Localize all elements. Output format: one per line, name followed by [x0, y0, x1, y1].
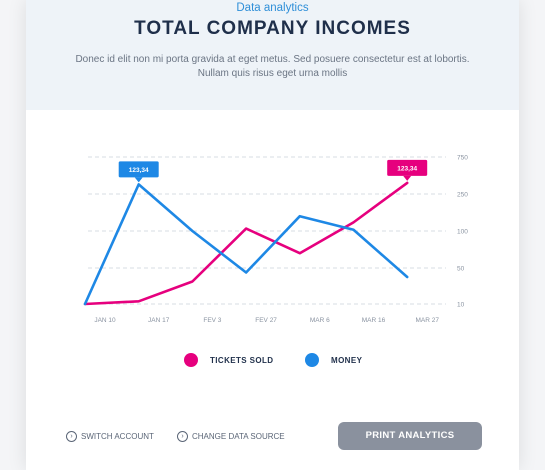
x-tick-label: FEV 27: [255, 317, 277, 324]
page-description: Donec id elit non mi porta gravida at eg…: [66, 53, 479, 80]
change-data-source-label: CHANGE DATA SOURCE: [192, 431, 285, 441]
print-analytics-button[interactable]: PRINT ANALYTICS: [338, 422, 482, 450]
money-callout-label: 123,34: [129, 167, 149, 174]
legend-money-dot: [305, 353, 319, 367]
tickets-callout-pointer: [403, 175, 412, 181]
y-tick-label: 250: [457, 192, 468, 199]
switch-account-label: SWITCH ACCOUNT: [81, 431, 154, 441]
description-line-2: Nullam quis risus eget urna mollis: [197, 67, 348, 79]
description-line-1: Donec id elit non mi porta gravida at eg…: [75, 54, 470, 65]
money-callout: 123,34: [118, 161, 159, 183]
x-tick-label: MAR 16: [362, 317, 386, 324]
legend-item-money: MONEY: [305, 352, 362, 368]
legend-money-label: MONEY: [331, 355, 363, 365]
chevron-circle-icon: ›: [66, 430, 77, 442]
legend-item-tickets: TICKETS SOLD: [184, 352, 273, 368]
legend-tickets-dot: [184, 353, 198, 367]
money-callout-box: [118, 161, 159, 178]
x-tick-label: FEV 3: [203, 317, 221, 324]
analytics-card: Data analytics TOTAL COMPANY INCOMES Don…: [26, 0, 519, 470]
series-line-tickets-sold: [83, 181, 409, 306]
page-title: TOTAL COMPANY INCOMES: [134, 18, 411, 39]
y-tick-label: 10: [457, 302, 465, 309]
switch-account-link[interactable]: › SWITCH ACCOUNT: [66, 430, 154, 442]
x-tick-label: MAR 27: [415, 317, 439, 324]
tickets-callout-label: 123,34: [397, 165, 417, 172]
page-subtitle: Data analytics: [236, 2, 309, 14]
y-tick-label: 50: [457, 266, 465, 273]
chevron-circle-icon: ›: [177, 430, 188, 442]
card-header: Data analytics TOTAL COMPANY INCOMES Don…: [26, 0, 519, 110]
y-tick-label: 100: [457, 229, 468, 236]
x-tick-label: MAR 6: [310, 317, 330, 324]
change-data-source-link[interactable]: › CHANGE DATA SOURCE: [177, 430, 285, 442]
legend-tickets-label: TICKETS SOLD: [210, 355, 274, 365]
tickets-callout: 123,34: [387, 159, 428, 181]
series-line-money: [83, 183, 409, 306]
x-tick-label: JAN 10: [94, 317, 116, 324]
y-tick-label: 750: [457, 155, 468, 162]
line-chart: 750 250 100 50 10 JAN 10 JAN 17 FEV 3 FEV 27 MAR …: [83, 155, 468, 324]
tickets-callout-box: [387, 159, 428, 176]
money-callout-pointer: [134, 177, 143, 183]
x-tick-label: JAN 17: [148, 317, 170, 324]
